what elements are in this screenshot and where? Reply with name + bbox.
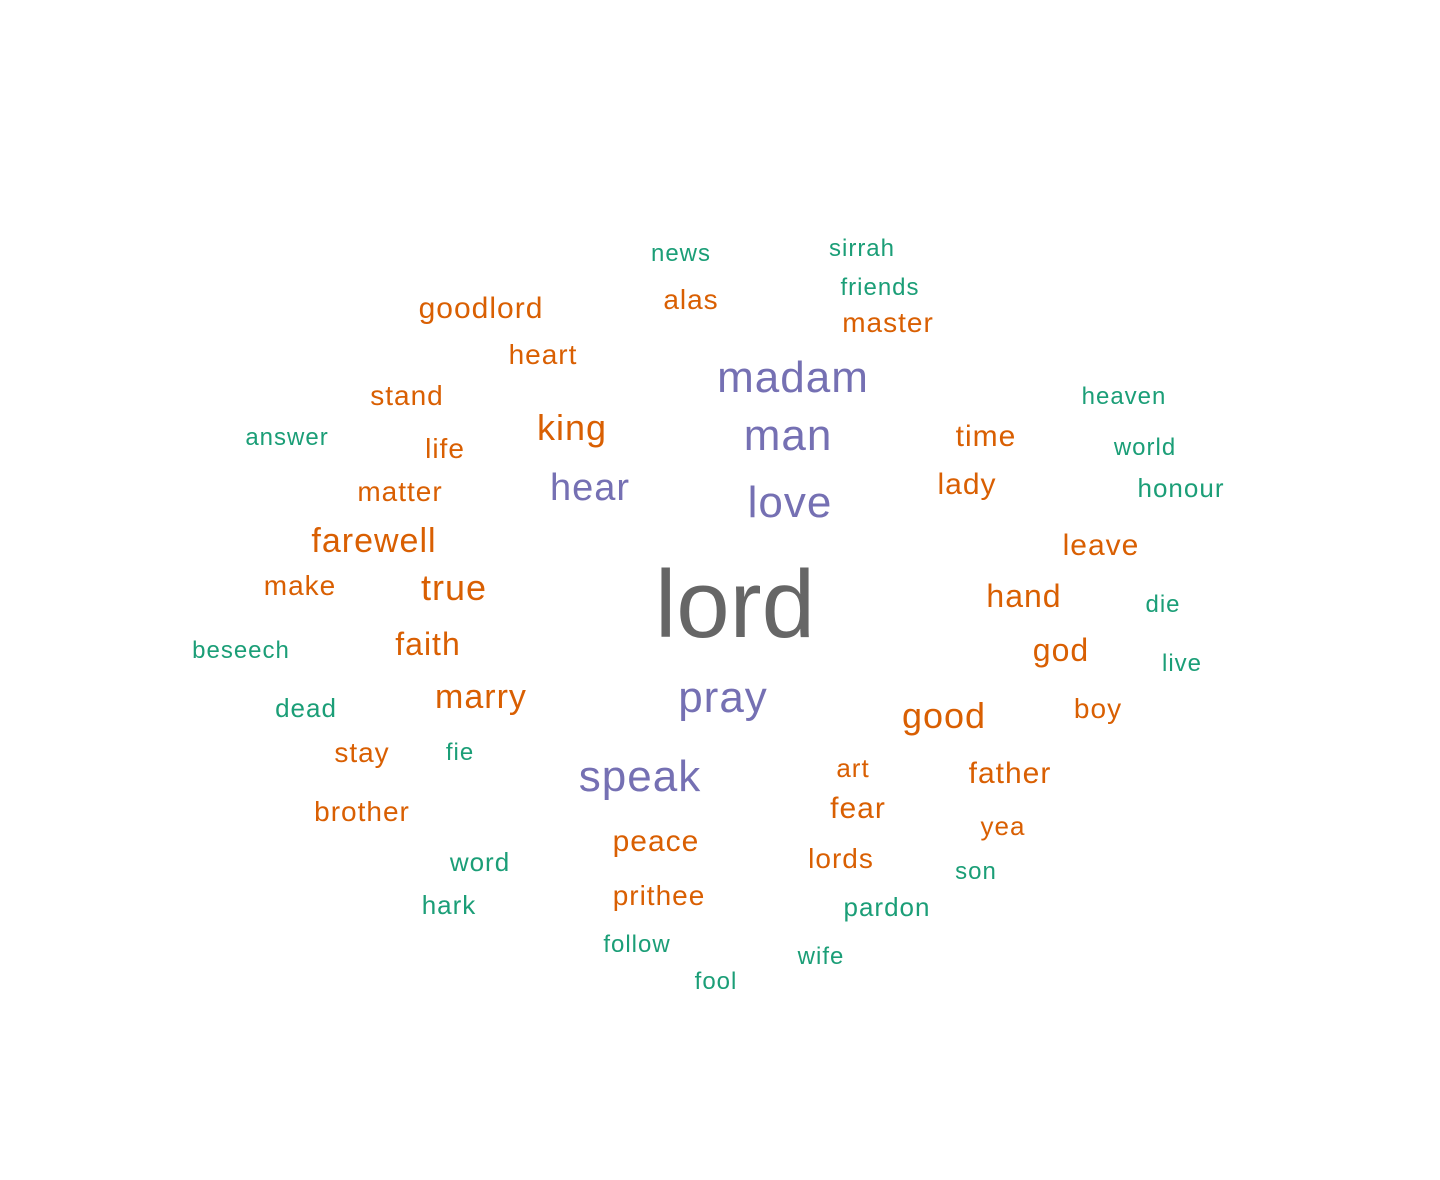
word-man: man	[743, 411, 833, 460]
word-madam: madam	[717, 353, 869, 402]
word-life: life	[425, 433, 465, 464]
word-die: die	[1145, 591, 1181, 618]
word-matter: matter	[357, 476, 443, 507]
word-fie: fie	[445, 739, 475, 766]
word-king: king	[536, 407, 608, 448]
word-faith: faith	[395, 626, 461, 662]
word-true: true	[420, 567, 488, 608]
word-heart: heart	[508, 339, 578, 370]
word-alas: alas	[663, 284, 719, 315]
word-art: art	[836, 753, 870, 783]
word-good: good	[901, 695, 987, 736]
word-god: god	[1032, 632, 1090, 668]
word-hear: hear	[549, 467, 631, 509]
word-dead: dead	[275, 693, 337, 723]
word-word: word	[449, 847, 511, 877]
word-peace: peace	[612, 825, 700, 858]
word-fool: fool	[694, 968, 738, 995]
word-world: world	[1113, 434, 1177, 461]
word-time: time	[955, 420, 1017, 453]
word-stay: stay	[334, 737, 390, 768]
word-pray: pray	[678, 673, 768, 722]
word-honour: honour	[1137, 473, 1225, 503]
word-prithee: prithee	[612, 880, 706, 911]
word-stand: stand	[370, 380, 444, 411]
word-lord: lord	[654, 551, 816, 658]
word-hand: hand	[986, 578, 1062, 614]
word-farewell: farewell	[311, 522, 437, 560]
word-speak: speak	[578, 752, 702, 801]
word-live: live	[1161, 650, 1203, 677]
word-lady: lady	[937, 468, 997, 501]
word-heaven: heaven	[1081, 383, 1167, 410]
word-news: news	[650, 240, 712, 267]
word-friends: friends	[840, 274, 920, 301]
word-pardon: pardon	[843, 892, 931, 922]
word-make: make	[263, 570, 337, 601]
word-sirrah: sirrah	[828, 235, 896, 262]
word-marry: marry	[435, 678, 527, 716]
word-yea: yea	[980, 811, 1026, 841]
word-hark: hark	[421, 890, 477, 920]
word-brother: brother	[314, 796, 410, 827]
word-beseech: beseech	[192, 637, 290, 664]
word-follow: follow	[603, 931, 671, 958]
word-goodlord: goodlord	[418, 292, 544, 325]
word-wife: wife	[797, 943, 845, 970]
word-father: father	[968, 757, 1052, 790]
word-son: son	[955, 858, 997, 885]
word-lords: lords	[808, 843, 874, 874]
word-leave: leave	[1062, 529, 1140, 562]
word-answer: answer	[245, 424, 329, 451]
word-love: love	[747, 478, 833, 527]
word-master: master	[842, 307, 934, 338]
word-boy: boy	[1073, 693, 1123, 724]
word-fear: fear	[830, 792, 886, 825]
